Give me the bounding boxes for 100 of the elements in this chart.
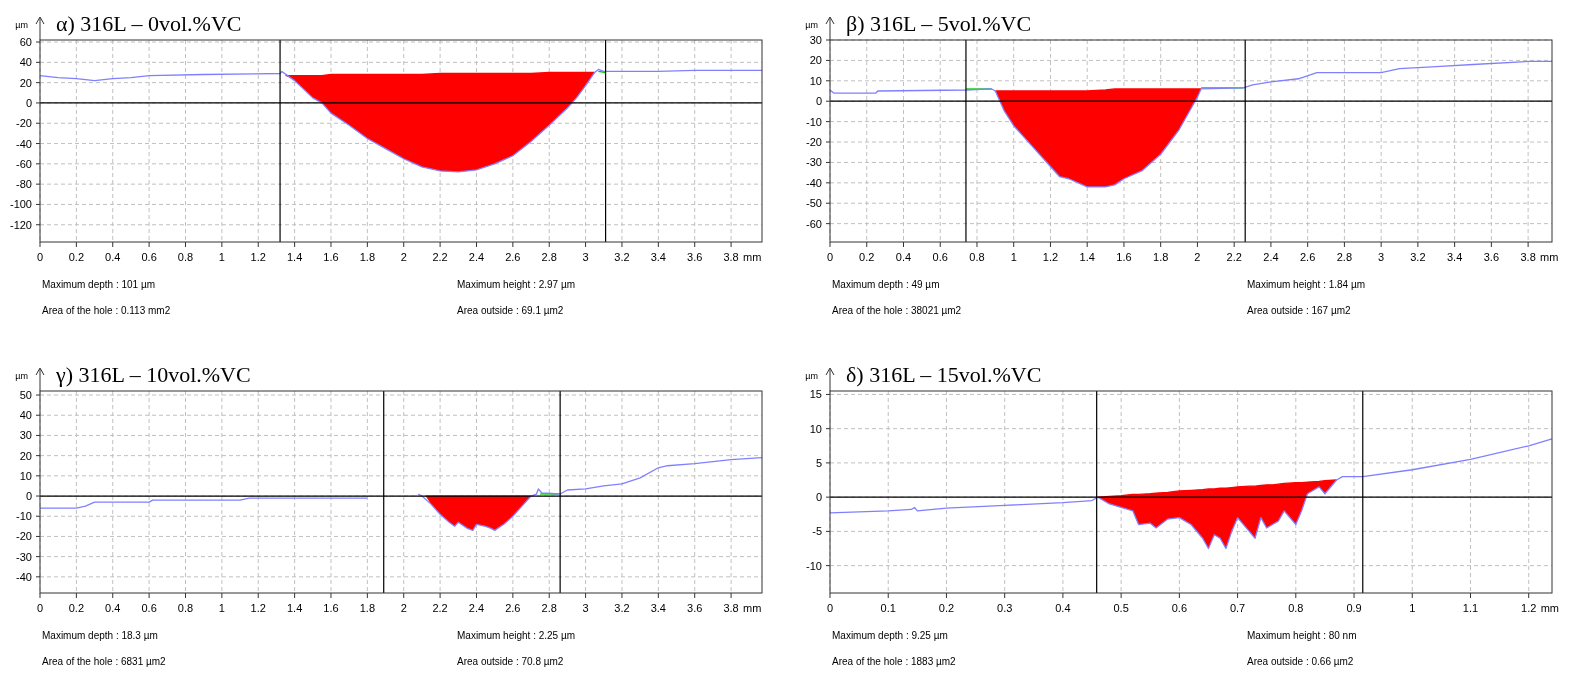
x-tick-label: 2.2 (432, 251, 448, 263)
x-tick-label: 0.6 (932, 251, 948, 263)
y-tick-label: -10 (806, 559, 822, 572)
x-tick-label: 3.4 (650, 251, 666, 263)
x-tick-label: 0.1 (880, 602, 896, 614)
x-tick-label: 3.8 (1520, 251, 1536, 263)
x-tick-label: 0.7 (1229, 602, 1246, 614)
x-tick-label: 0.3 (997, 602, 1013, 614)
x-tick-label: 3 (582, 602, 589, 614)
y-tick-label: 0 (25, 490, 32, 503)
y-tick-label: 30 (809, 34, 822, 46)
text: Area of the hole : 0.113 mm2 (42, 305, 171, 316)
y-tick-label: 40 (19, 56, 32, 69)
x-tick-label: 3.6 (687, 251, 703, 263)
x-tick-label: 3.2 (1410, 251, 1426, 263)
x-tick-label: 2.8 (541, 251, 557, 263)
y-tick-label: -30 (16, 550, 32, 563)
x-tick-label: 1.4 (286, 602, 303, 614)
x-tick-label: 0.2 (938, 602, 955, 614)
y-tick-label: 10 (809, 422, 822, 435)
text: Maximum height : 1.84 µm (1247, 279, 1366, 290)
x-tick-label: 1 (1010, 251, 1017, 263)
text: Area of the hole : 6831 µm2 (42, 656, 167, 667)
x-tick-label: 0.4 (895, 251, 912, 263)
x-tick-label: 0 (36, 251, 44, 263)
chart-title: γ) 316L – 10vol.%VC (55, 362, 251, 387)
x-tick-label: 0.6 (141, 251, 157, 263)
x-tick-label: 1.4 (1079, 251, 1095, 263)
x-axis-title: mm (1540, 251, 1559, 263)
x-tick-label: 3.2 (614, 251, 630, 263)
x-tick-label: 0.8 (1288, 602, 1304, 614)
y-tick-label: -40 (16, 570, 32, 583)
x-axis-title: mm (743, 251, 762, 263)
line-series (39, 68, 763, 173)
x-tick-label: 0.5 (1113, 602, 1129, 614)
x-tick-label: 0.4 (105, 251, 121, 263)
y-tick-label: -20 (16, 530, 32, 543)
y-tick-label: -10 (806, 115, 822, 128)
y-axis-title: µm (805, 371, 818, 381)
line-series (829, 438, 1553, 550)
y-tick-label: 10 (809, 74, 822, 87)
x-tick-label: 1.2 (1521, 602, 1537, 614)
x-tick-label: 1.8 (1153, 251, 1169, 263)
x-tick-label: 3.4 (1446, 251, 1463, 263)
text: Maximum depth : 18.3 µm (42, 630, 158, 641)
y-tick-label: 0 (815, 95, 822, 108)
x-tick-label: 3.2 (614, 602, 630, 614)
y-tick-label: -40 (806, 176, 822, 189)
x-tick-label: 0.8 (177, 251, 194, 263)
y-tick-label: 5 (815, 456, 822, 469)
x-tick-label: 3 (582, 251, 589, 263)
y-tick-label: 0 (25, 96, 32, 109)
y-tick-label: -30 (806, 156, 822, 169)
text: Area outside : 69.1 µm2 (457, 305, 564, 316)
x-tick-label: 0.4 (105, 602, 121, 614)
x-tick-label: 3 (1378, 251, 1385, 263)
x-tick-label: 1.8 (359, 251, 375, 263)
x-tick-label: 0 (36, 602, 44, 614)
text: Area of the hole : 1883 µm2 (832, 656, 957, 667)
y-tick-label: 10 (19, 469, 32, 482)
x-tick-label: 3.8 (723, 602, 739, 614)
x-tick-label: 2.6 (1300, 251, 1316, 263)
x-tick-label: 2.4 (468, 602, 485, 614)
y-tick-label: -60 (16, 157, 32, 170)
x-tick-label: 1 (218, 251, 225, 263)
x-tick-label: 1.6 (323, 251, 339, 263)
x-tick-label: 0.9 (1346, 602, 1362, 614)
y-tick-label: -10 (16, 510, 32, 523)
x-tick-label: 2.2 (1226, 251, 1242, 263)
x-tick-label: 0 (826, 602, 834, 614)
x-axis-title: mm (1540, 602, 1560, 614)
x-tick-label: 0.6 (1171, 602, 1187, 614)
text: Maximum height : 2.97 µm (457, 279, 576, 290)
x-tick-label: 1 (218, 602, 225, 614)
chart-title: δ) 316L – 15vol.%VC (846, 362, 1042, 387)
x-tick-label: 2 (400, 602, 407, 614)
y-tick-label: 20 (19, 449, 32, 462)
x-tick-label: 2 (400, 251, 407, 263)
x-tick-label: 0.2 (68, 251, 85, 263)
y-tick-label: 50 (19, 389, 32, 402)
x-tick-label: 2.2 (432, 602, 448, 614)
text: Maximum height : 80 nm (1247, 630, 1357, 641)
x-tick-label: 1.2 (1042, 251, 1059, 263)
text: Area outside : 167 µm2 (1247, 305, 1352, 316)
y-tick-label: 60 (19, 36, 32, 49)
y-tick-label: 40 (19, 409, 32, 422)
y-tick-label: 20 (19, 76, 32, 89)
x-tick-label: 3.6 (687, 602, 703, 614)
y-tick-label: 0 (815, 491, 822, 504)
chart-title: β) 316L – 5vol.%VC (846, 11, 1032, 36)
x-tick-label: 0.2 (68, 602, 85, 614)
text: Maximum depth : 101 µm (42, 279, 156, 290)
y-axis-title: µm (805, 20, 818, 30)
x-tick-label: 2.6 (505, 602, 521, 614)
line-series (829, 60, 1553, 188)
x-tick-label: 0.4 (1055, 602, 1071, 614)
x-tick-label: 1 (1409, 602, 1416, 614)
x-tick-label: 0.6 (141, 602, 157, 614)
y-tick-label: 30 (19, 429, 32, 442)
chart-title: α) 316L – 0vol.%VC (56, 11, 242, 36)
